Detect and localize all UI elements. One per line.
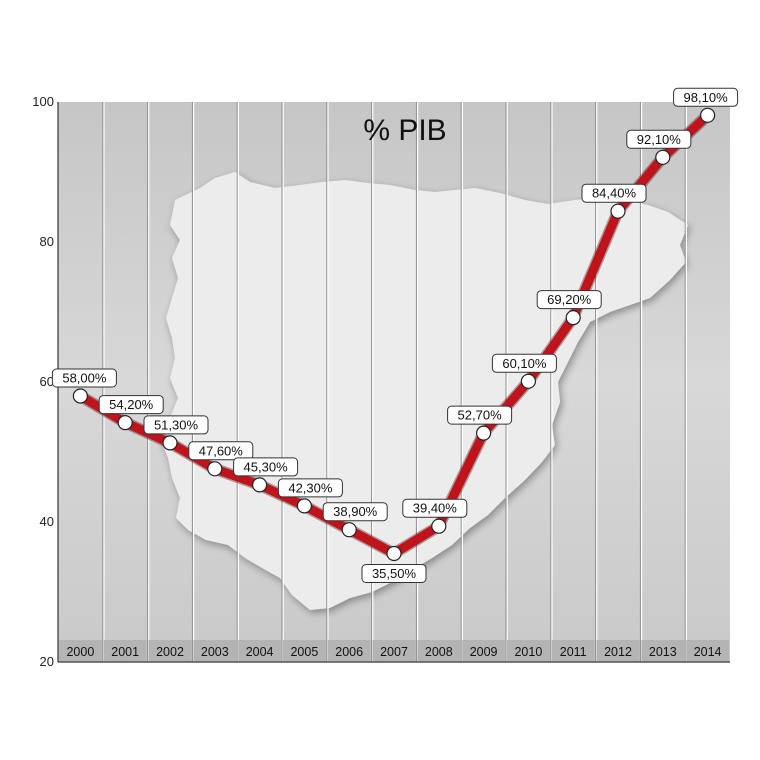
data-point <box>252 477 268 493</box>
x-tick-label: 2009 <box>470 645 498 659</box>
x-tick-cell <box>596 640 640 661</box>
data-label: 54,20% <box>109 397 154 412</box>
data-label: 60,10% <box>502 356 547 371</box>
x-tick-cell <box>238 640 281 661</box>
data-label-box <box>277 478 343 498</box>
x-tick-cell <box>193 640 237 661</box>
data-label-box <box>536 290 602 310</box>
data-label: 84,40% <box>592 186 637 201</box>
x-tick-label: 2010 <box>514 645 542 659</box>
data-label: 52,70% <box>458 408 503 423</box>
data-label: 51,30% <box>154 417 199 432</box>
x-tick-label: 2003 <box>201 645 229 659</box>
y-tick-label: 100 <box>32 94 54 109</box>
data-points-layer <box>72 107 716 562</box>
data-label: 98,10% <box>684 90 729 105</box>
x-tick-cell <box>686 640 729 661</box>
x-tick-label: 2005 <box>290 645 318 659</box>
data-label: 69,20% <box>547 292 592 307</box>
y-tick-label: 60 <box>40 374 54 389</box>
data-point <box>431 518 447 534</box>
data-label-box <box>626 129 692 149</box>
x-tick-label: 2008 <box>425 645 453 659</box>
x-tick-label: 2000 <box>66 645 94 659</box>
y-tick-label: 20 <box>40 654 54 669</box>
data-point <box>565 310 581 326</box>
data-point <box>699 107 716 123</box>
x-tick-label: 2002 <box>156 645 184 659</box>
x-axis-tick-band: 2000 2001 2002 2003 2004 2005 2006 2007 2008 2009… <box>59 640 729 661</box>
x-tick-cell <box>148 640 192 661</box>
data-label: 35,50% <box>372 566 417 581</box>
data-label: 39,40% <box>413 501 458 516</box>
x-tick-label: 2004 <box>246 645 274 659</box>
x-tick-cell <box>551 640 595 661</box>
data-label: 38,90% <box>333 504 378 519</box>
data-label: 42,30% <box>288 480 333 495</box>
x-tick-label: 2001 <box>111 645 139 659</box>
data-point <box>655 149 671 165</box>
x-tick-cell <box>59 640 102 661</box>
data-label: 45,30% <box>244 459 289 474</box>
x-tick-label: 2014 <box>694 645 722 659</box>
data-label-box <box>673 87 739 107</box>
data-point <box>207 461 223 477</box>
data-label-box <box>447 405 513 425</box>
x-tick-cell <box>372 640 416 661</box>
data-label-box <box>143 415 209 435</box>
data-label-box <box>491 353 557 373</box>
data-point <box>296 498 312 514</box>
data-point <box>476 425 492 441</box>
data-point <box>610 203 626 219</box>
x-tick-label: 2012 <box>604 645 632 659</box>
data-point <box>72 388 89 404</box>
x-tick-label: 2007 <box>380 645 408 659</box>
data-label: 47,60% <box>199 443 244 458</box>
x-tick-cell <box>103 640 147 661</box>
data-label-box <box>581 183 647 203</box>
vertical-gridlines <box>102 102 688 662</box>
data-label-box <box>233 457 299 477</box>
data-label-box <box>402 498 468 518</box>
y-tick-label: 80 <box>40 234 54 249</box>
x-tick-cell <box>462 640 505 661</box>
x-tick-cell <box>283 640 326 661</box>
data-point <box>520 373 537 389</box>
y-tick-label: 40 <box>40 514 54 529</box>
data-point <box>341 522 357 538</box>
data-label: 92,10% <box>637 132 682 147</box>
data-point <box>117 415 133 431</box>
data-label: 58,00% <box>62 371 107 386</box>
x-tick-cell <box>417 640 461 661</box>
data-label-box <box>188 441 254 461</box>
x-tick-label: 2006 <box>335 645 363 659</box>
data-label-box <box>98 395 164 415</box>
data-labels-layer: 58,00%54,20%51,30%47,60%45,30% 42,30%38,9… <box>51 87 739 583</box>
y-axis-ticks: 20 40 60 80 100 <box>32 94 54 669</box>
x-tick-label: 2011 <box>560 645 587 659</box>
data-point <box>162 435 178 451</box>
data-point <box>386 545 402 562</box>
chart-title: % PIB <box>363 114 446 147</box>
x-tick-cell <box>507 640 550 661</box>
x-tick-cell <box>327 640 371 661</box>
x-tick-cell <box>641 640 685 661</box>
x-tick-label: 2013 <box>649 645 677 659</box>
data-label-box <box>322 502 388 522</box>
data-label-box <box>51 368 117 388</box>
data-label-box <box>361 564 427 583</box>
